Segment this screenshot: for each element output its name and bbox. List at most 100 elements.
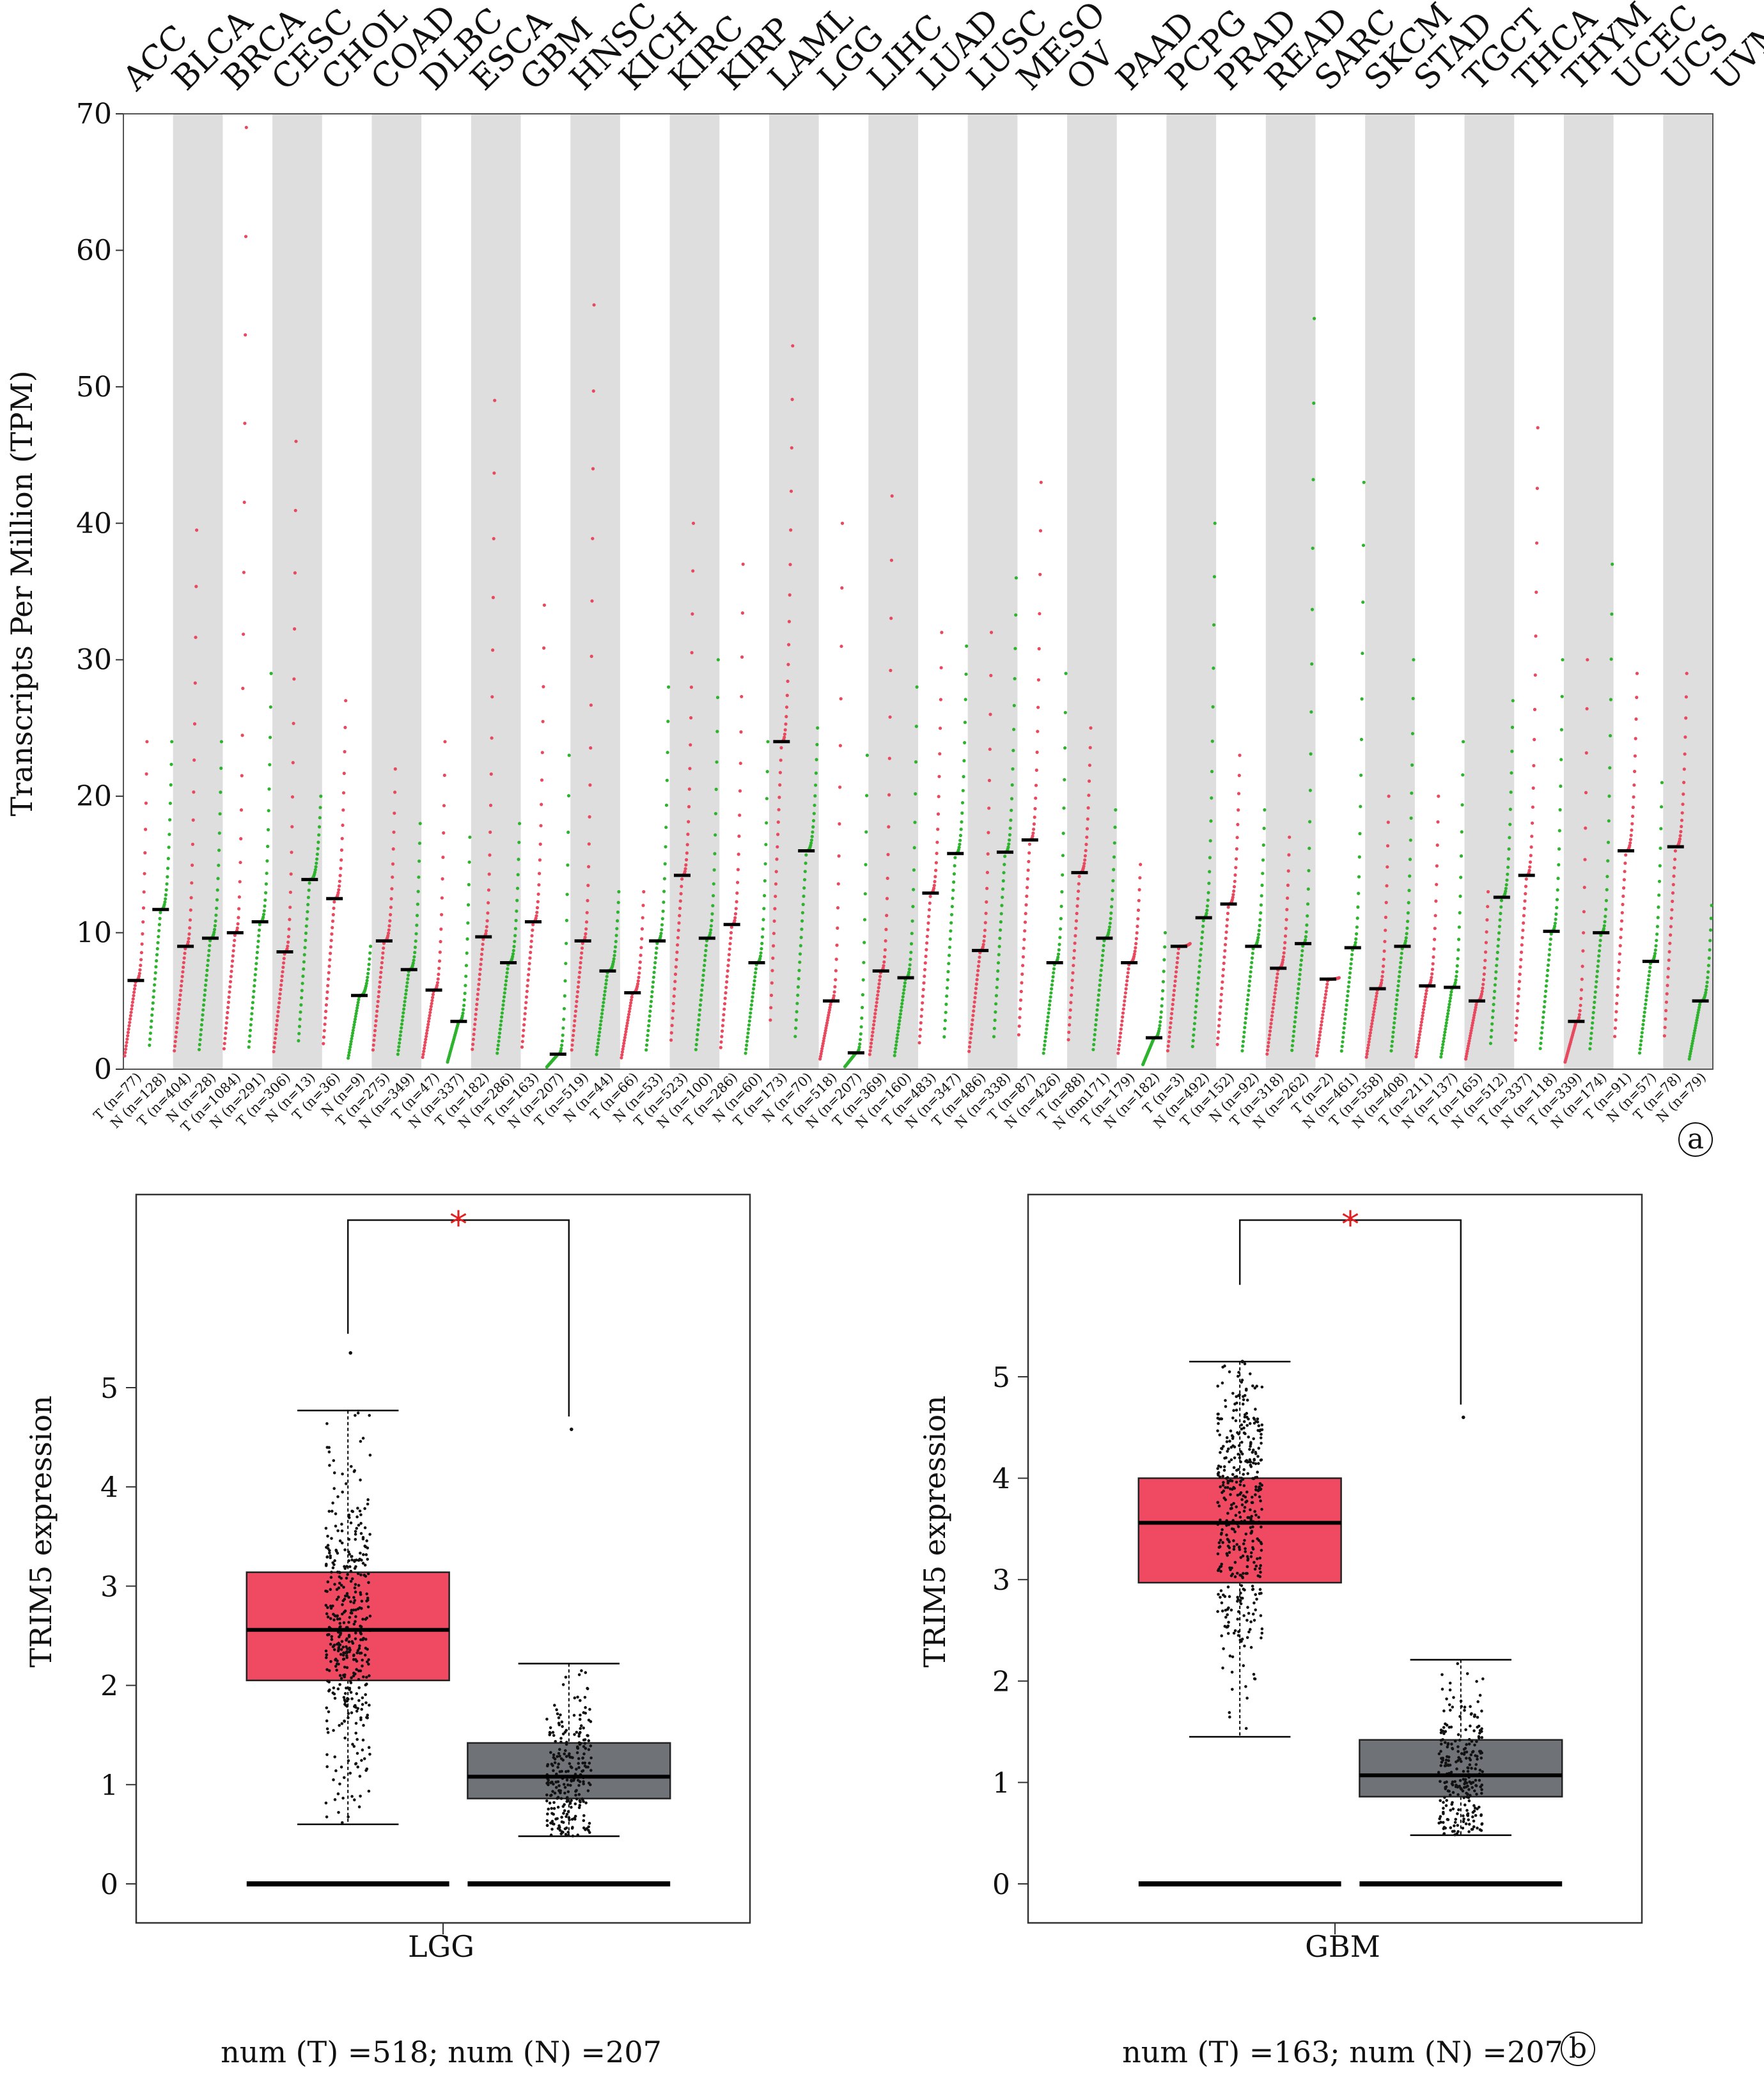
- data-point: [1033, 815, 1036, 819]
- data-point: [784, 705, 789, 709]
- data-point: [1096, 1003, 1100, 1007]
- data-point: [164, 888, 168, 892]
- jitter-point: [1245, 1697, 1249, 1700]
- data-point: [404, 989, 409, 992]
- data-point: [1347, 980, 1351, 984]
- data-point: [865, 753, 869, 757]
- data-point: [565, 941, 568, 945]
- data-point: [1198, 964, 1201, 968]
- data-point: [393, 767, 397, 771]
- data-point: [1709, 916, 1713, 920]
- data-point: [256, 945, 260, 949]
- data-point: [1350, 957, 1354, 961]
- data-point: [622, 1038, 627, 1042]
- data-point: [1107, 928, 1111, 932]
- data-point: [825, 1021, 829, 1025]
- data-point: [1058, 936, 1062, 939]
- data-point: [1471, 1018, 1475, 1023]
- data-point: [1287, 853, 1291, 857]
- data-point: [736, 868, 740, 872]
- data-point: [1282, 951, 1286, 955]
- jitter-point: [569, 1783, 572, 1787]
- data-point: [325, 990, 329, 994]
- data-point: [1209, 819, 1213, 823]
- data-point: [340, 836, 344, 840]
- data-point: [1633, 754, 1637, 758]
- data-point: [340, 848, 344, 852]
- data-point: [1119, 1027, 1123, 1031]
- jitter-point: [1237, 1374, 1240, 1378]
- jitter-point: [345, 1638, 348, 1642]
- data-point: [1173, 979, 1177, 983]
- data-point: [1237, 792, 1241, 796]
- data-point: [616, 919, 620, 923]
- data-point: [978, 955, 981, 959]
- data-point: [1044, 1031, 1048, 1035]
- data-point: [521, 1034, 525, 1038]
- data-point: [1050, 987, 1054, 991]
- data-point: [390, 887, 394, 891]
- data-point: [1072, 949, 1076, 953]
- jitter-point: [1250, 1515, 1253, 1518]
- data-point: [739, 730, 743, 734]
- jitter-point: [347, 1550, 350, 1554]
- data-point: [538, 858, 542, 862]
- data-point: [823, 1034, 827, 1038]
- data-point: [1692, 1034, 1696, 1038]
- data-point: [772, 944, 776, 948]
- data-point: [872, 1019, 876, 1023]
- data-point: [1256, 936, 1260, 939]
- data-point: [1068, 1023, 1072, 1027]
- jitter-point: [1249, 1620, 1253, 1624]
- jitter-point: [347, 1513, 351, 1517]
- jitter-point: [1475, 1792, 1478, 1796]
- jitter-point: [1240, 1640, 1243, 1643]
- jitter-point: [1471, 1828, 1474, 1831]
- data-point: [934, 868, 938, 872]
- jitter-point: [338, 1539, 342, 1542]
- data-point: [897, 1023, 901, 1026]
- data-point: [1305, 923, 1309, 927]
- data-point: [264, 882, 268, 886]
- jitter-point: [584, 1801, 588, 1805]
- data-point: [348, 1042, 353, 1046]
- data-point: [1407, 901, 1410, 905]
- data-point: [1360, 697, 1364, 701]
- y-tick-label: 4: [100, 1471, 118, 1504]
- data-point: [1648, 969, 1651, 973]
- data-point: [719, 1040, 723, 1044]
- jitter-point: [1250, 1531, 1253, 1534]
- jitter-point: [366, 1596, 370, 1600]
- jitter-point: [1463, 1803, 1467, 1807]
- data-point: [1241, 1040, 1245, 1044]
- data-point: [642, 890, 646, 894]
- data-point: [1221, 968, 1225, 971]
- data-point: [937, 774, 941, 778]
- jitter-point: [1228, 1460, 1231, 1464]
- data-point: [708, 931, 712, 935]
- data-point: [1210, 739, 1214, 743]
- data-point: [237, 895, 241, 899]
- data-point: [1113, 826, 1117, 829]
- y-tick-label: 5: [100, 1372, 118, 1405]
- jitter-point: [578, 1718, 582, 1721]
- jitter-point: [340, 1583, 343, 1587]
- data-point: [700, 984, 705, 987]
- jitter-point: [1245, 1636, 1249, 1640]
- data-point: [1448, 1003, 1451, 1007]
- data-point: [1292, 1034, 1295, 1038]
- data-point: [1490, 1028, 1494, 1032]
- data-point: [813, 803, 816, 807]
- data-point: [1531, 821, 1534, 825]
- jitter-point: [1242, 1587, 1245, 1591]
- data-point: [747, 1023, 751, 1027]
- data-point: [1461, 773, 1465, 777]
- data-point: [823, 1029, 827, 1033]
- data-point: [1375, 991, 1379, 995]
- jitter-point: [1223, 1457, 1226, 1460]
- data-point: [1624, 853, 1628, 857]
- data-point: [1212, 623, 1216, 627]
- jitter-point: [1448, 1789, 1451, 1793]
- data-point: [1557, 863, 1561, 866]
- data-point: [596, 1041, 600, 1046]
